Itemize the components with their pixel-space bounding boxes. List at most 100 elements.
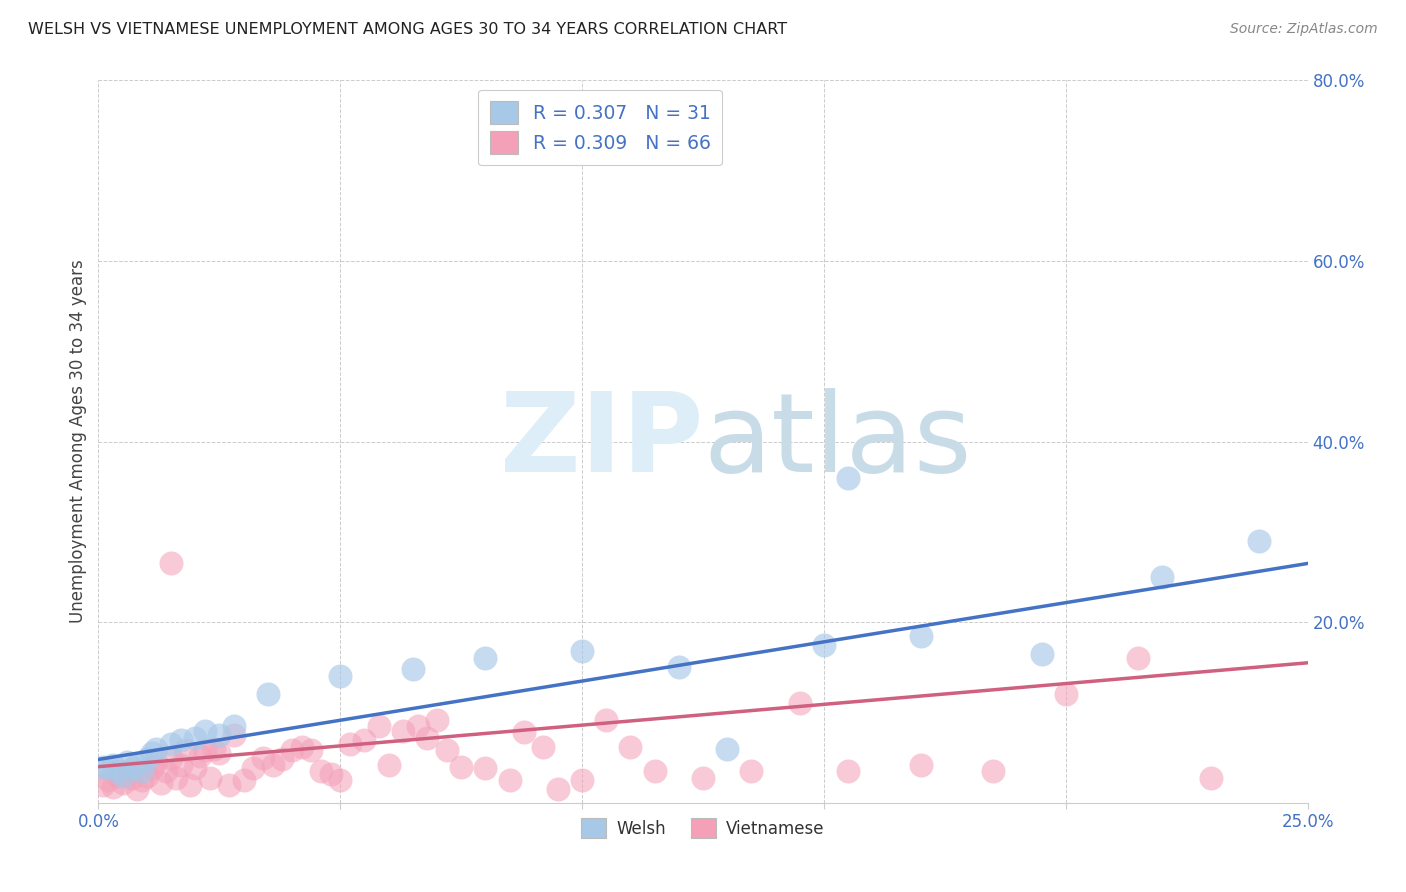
Point [644, 764, 666, 779]
Point [290, 739, 312, 754]
Point [353, 732, 375, 747]
Point [97, 762, 120, 776]
Point [789, 697, 811, 711]
Point [141, 762, 163, 776]
Point [174, 743, 197, 757]
Point [117, 755, 139, 769]
Point [402, 662, 425, 676]
Point [740, 764, 762, 779]
Text: atlas: atlas [703, 388, 972, 495]
Point [184, 762, 207, 776]
Point [1199, 771, 1222, 785]
Point [368, 719, 391, 733]
Point [165, 771, 187, 785]
Point [141, 746, 163, 760]
Text: WELSH VS VIETNAMESE UNEMPLOYMENT AMONG AGES 30 TO 34 YEARS CORRELATION CHART: WELSH VS VIETNAMESE UNEMPLOYMENT AMONG A… [28, 22, 787, 37]
Point [194, 743, 217, 757]
Point [204, 741, 226, 756]
Y-axis label: Unemployment Among Ages 30 to 34 years: Unemployment Among Ages 30 to 34 years [69, 260, 87, 624]
Point [256, 687, 278, 701]
Point [218, 778, 240, 792]
Point [184, 731, 207, 745]
Point [107, 764, 129, 779]
Point [281, 743, 304, 757]
Point [91, 760, 114, 774]
Point [252, 750, 274, 764]
Point [1128, 651, 1150, 665]
Point [107, 769, 129, 783]
Point [160, 750, 183, 764]
Point [513, 725, 536, 739]
Point [101, 757, 124, 772]
Point [981, 764, 1004, 779]
Point [97, 773, 120, 788]
Point [160, 737, 183, 751]
Point [339, 737, 361, 751]
Point [121, 771, 143, 785]
Point [1152, 570, 1174, 584]
Point [222, 728, 245, 742]
Point [1054, 687, 1077, 701]
Point [91, 778, 114, 792]
Point [416, 731, 439, 745]
Text: ZIP: ZIP [499, 388, 703, 495]
Point [329, 773, 352, 788]
Point [179, 778, 201, 792]
Point [813, 638, 835, 652]
Point [329, 669, 352, 683]
Point [377, 757, 399, 772]
Point [571, 773, 593, 788]
Point [169, 732, 191, 747]
Point [145, 741, 167, 756]
Point [309, 764, 332, 779]
Point [474, 762, 496, 776]
Point [319, 767, 342, 781]
Point [111, 769, 134, 783]
Point [150, 776, 173, 790]
Point [111, 776, 134, 790]
Point [131, 764, 153, 779]
Point [198, 771, 221, 785]
Point [127, 757, 149, 772]
Point [474, 651, 496, 665]
Point [169, 757, 191, 772]
Point [1249, 533, 1271, 548]
Point [242, 762, 264, 776]
Point [450, 760, 472, 774]
Point [262, 757, 284, 772]
Point [692, 771, 714, 785]
Point [910, 757, 932, 772]
Point [188, 748, 211, 763]
Point [716, 741, 738, 756]
Point [1031, 647, 1053, 661]
Point [436, 743, 458, 757]
Point [127, 782, 149, 797]
Point [571, 644, 593, 658]
Point [299, 743, 322, 757]
Point [619, 739, 641, 754]
Point [222, 719, 245, 733]
Point [194, 723, 217, 738]
Point [145, 755, 167, 769]
Point [101, 780, 124, 794]
Point [531, 739, 554, 754]
Point [121, 762, 143, 776]
Point [910, 629, 932, 643]
Point [208, 728, 231, 742]
Point [668, 660, 690, 674]
Point [547, 782, 569, 797]
Point [135, 769, 157, 783]
Text: Source: ZipAtlas.com: Source: ZipAtlas.com [1230, 22, 1378, 37]
Point [271, 752, 294, 766]
Point [837, 764, 859, 779]
Point [498, 773, 520, 788]
Point [208, 746, 231, 760]
Point [160, 557, 183, 571]
Point [406, 719, 429, 733]
Point [155, 764, 177, 779]
Point [135, 752, 157, 766]
Point [392, 723, 415, 738]
Point [595, 713, 617, 727]
Point [232, 773, 254, 788]
Point [426, 713, 449, 727]
